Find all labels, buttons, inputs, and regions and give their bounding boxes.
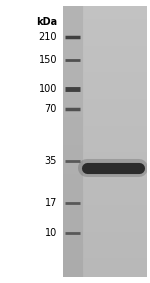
Text: 210: 210	[39, 33, 57, 42]
Text: 10: 10	[45, 228, 57, 237]
Text: 100: 100	[39, 83, 57, 93]
Text: kDa: kDa	[36, 16, 57, 27]
Text: 17: 17	[45, 198, 57, 209]
Text: 70: 70	[45, 104, 57, 114]
Text: 150: 150	[39, 55, 57, 65]
Text: 35: 35	[45, 156, 57, 166]
